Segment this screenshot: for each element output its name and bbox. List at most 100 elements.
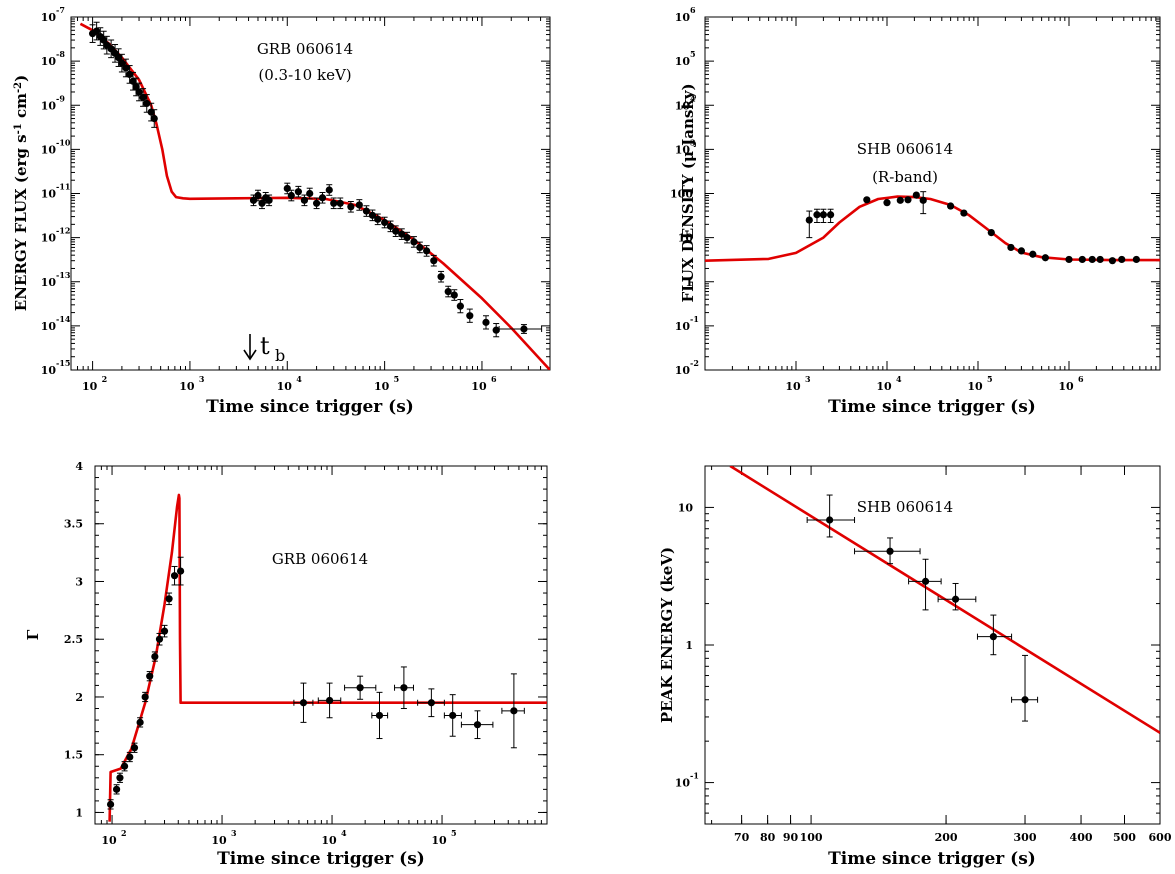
data-points xyxy=(88,21,543,338)
data-point xyxy=(908,558,942,611)
y-axis-label: PEAK ENERGY (keV) xyxy=(658,547,676,723)
svg-text:10: 10 xyxy=(41,143,57,156)
y-tick-label: 103 xyxy=(675,137,696,156)
data-point xyxy=(306,187,314,200)
data-point xyxy=(160,624,169,638)
y-tick-label: 10-10 xyxy=(41,137,71,156)
svg-text:-12: -12 xyxy=(56,226,70,236)
svg-text:6: 6 xyxy=(491,374,497,384)
y-tick-label: 3.5 xyxy=(64,518,83,531)
data-point xyxy=(1118,255,1126,264)
data-point xyxy=(806,494,856,538)
data-point xyxy=(254,189,262,202)
data-point xyxy=(116,772,124,783)
data-point xyxy=(283,182,291,195)
data-point xyxy=(1088,255,1096,264)
y-tick-label: 100 xyxy=(670,188,693,201)
data-point xyxy=(120,761,129,772)
data-point xyxy=(805,210,813,239)
x-tick-label: 10 5 xyxy=(431,828,456,847)
svg-text:10: 10 xyxy=(675,11,691,24)
data-point xyxy=(1029,250,1037,258)
data-point xyxy=(912,191,920,199)
svg-text:10: 10 xyxy=(41,55,57,68)
annotation: GRB 060614 xyxy=(272,550,368,568)
svg-text:10: 10 xyxy=(41,276,57,289)
svg-text:10: 10 xyxy=(876,380,892,393)
data-point xyxy=(362,205,371,217)
data-point xyxy=(1108,257,1117,265)
y-tick-label: 106 xyxy=(675,5,696,24)
y-tick-label: 10-7 xyxy=(41,5,65,24)
svg-text:10: 10 xyxy=(211,834,227,847)
data-point xyxy=(150,109,158,128)
svg-text:10: 10 xyxy=(675,777,691,790)
y-tick-label: 2.5 xyxy=(64,633,83,646)
data-point xyxy=(155,632,164,646)
data-point xyxy=(312,197,321,210)
data-point xyxy=(287,189,295,202)
svg-text:10: 10 xyxy=(277,380,293,393)
data-point xyxy=(854,537,921,565)
data-point xyxy=(987,228,995,237)
y-tick-label: 1 xyxy=(685,639,693,652)
y-tick-label: 4 xyxy=(75,460,83,473)
data-point xyxy=(318,191,327,204)
x-tick-label: 10 2 xyxy=(101,828,126,847)
y-tick-label: 10-1 xyxy=(675,771,699,790)
svg-text:10: 10 xyxy=(967,380,983,393)
svg-text:10: 10 xyxy=(1058,380,1074,393)
data-point xyxy=(423,245,431,257)
y-tick-label: 10-15 xyxy=(41,358,71,377)
data-point xyxy=(826,208,835,224)
x-tick-label: 100 xyxy=(800,831,823,844)
data-point xyxy=(498,324,543,334)
annotation: SHB 060614 xyxy=(857,498,953,516)
svg-text:b: b xyxy=(275,346,285,365)
svg-text:-9: -9 xyxy=(56,93,65,103)
data-point xyxy=(392,225,400,237)
x-tick-label: 10 3 xyxy=(211,828,237,847)
chart-panel-1: 10210310410510610-1510-1410-1310-1210-11… xyxy=(12,5,551,417)
plot-frame xyxy=(94,465,548,825)
x-tick-label: 10 3 xyxy=(179,374,205,393)
y-tick-label: 2 xyxy=(75,691,83,704)
data-point xyxy=(904,196,912,204)
data-point xyxy=(165,592,173,606)
data-point xyxy=(371,691,389,740)
data-point xyxy=(444,285,452,298)
data-point xyxy=(410,236,418,248)
svg-text:4: 4 xyxy=(341,828,347,838)
x-tick-label: 10 6 xyxy=(471,374,497,393)
svg-text:t: t xyxy=(260,332,270,360)
x-tick-label: 600 xyxy=(1149,831,1172,844)
data-point xyxy=(417,688,445,718)
svg-text:-1: -1 xyxy=(690,314,699,324)
svg-text:3: 3 xyxy=(199,374,205,384)
svg-text:10: 10 xyxy=(675,143,691,156)
x-axis-label: Time since trigger (s) xyxy=(217,849,425,869)
y-tick-label: 10 xyxy=(678,232,694,245)
y-tick-label: 10-8 xyxy=(41,49,66,68)
svg-text:2: 2 xyxy=(121,828,127,838)
data-point xyxy=(381,216,389,229)
svg-text:10: 10 xyxy=(41,320,57,333)
y-tick-label: 104 xyxy=(675,93,696,112)
data-point xyxy=(960,209,968,217)
data-point xyxy=(317,682,342,719)
svg-text:-8: -8 xyxy=(56,49,65,59)
data-point xyxy=(937,582,977,611)
svg-text:-14: -14 xyxy=(56,314,71,324)
x-tick-label: 10 6 xyxy=(1058,374,1084,393)
svg-text:5: 5 xyxy=(451,828,457,838)
data-point xyxy=(466,308,474,323)
data-point xyxy=(1017,247,1026,255)
svg-text:3: 3 xyxy=(231,828,237,838)
svg-text:4: 4 xyxy=(690,93,696,103)
data-point xyxy=(325,184,333,196)
minor-ticks xyxy=(94,465,548,825)
data-point xyxy=(398,228,406,240)
data-point xyxy=(355,199,363,211)
